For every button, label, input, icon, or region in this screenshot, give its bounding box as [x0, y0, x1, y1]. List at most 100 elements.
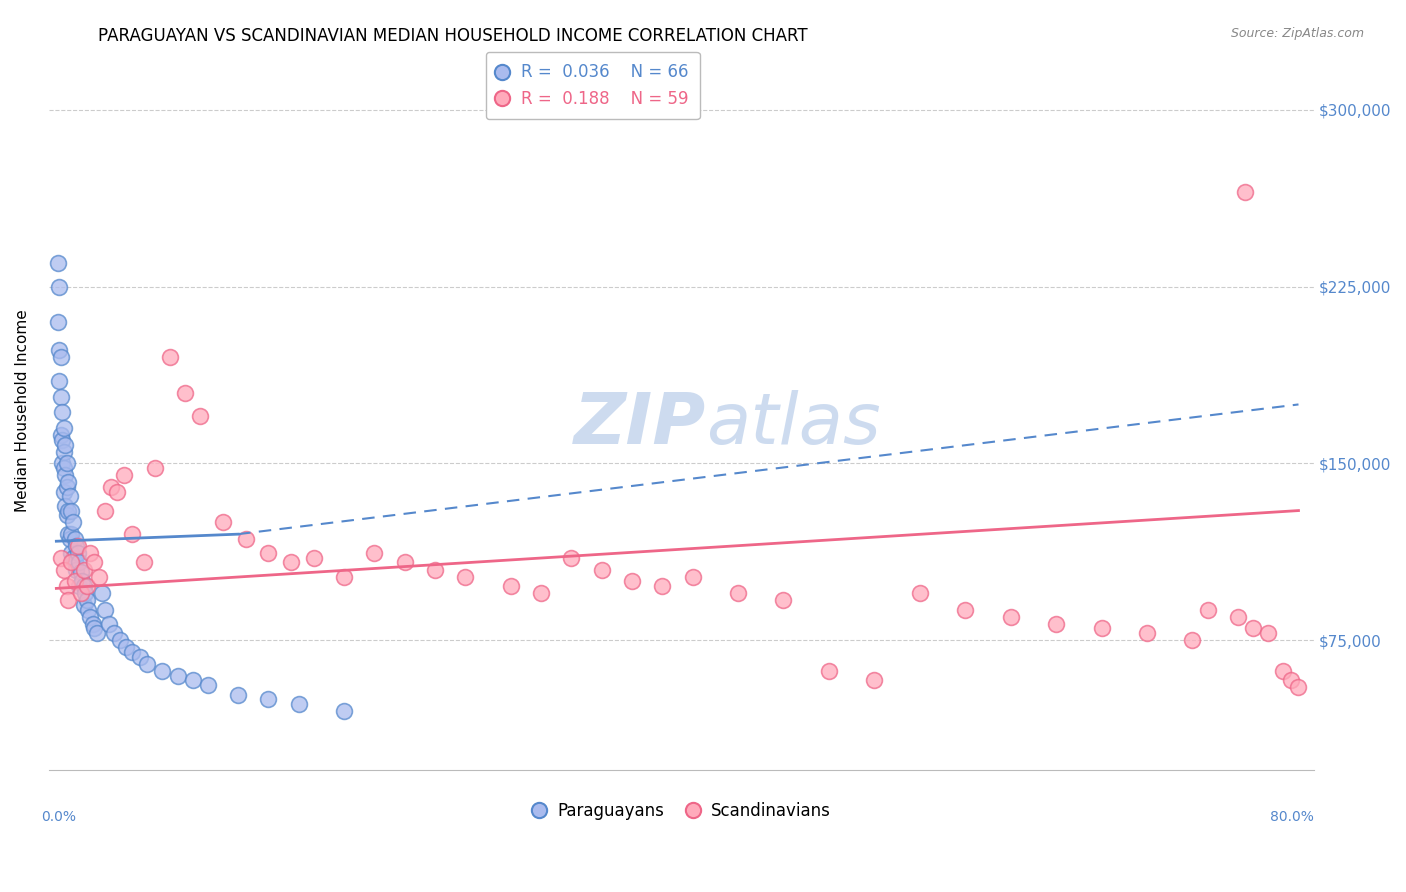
Point: [70, 574, 93, 589]
Point: [59, 532, 82, 546]
Point: [1045, 616, 1067, 631]
Point: [143, 461, 166, 475]
Point: [55, 468, 77, 483]
Point: [87, 569, 110, 583]
Point: [212, 516, 235, 530]
Text: atlas: atlas: [706, 390, 882, 459]
Point: [1197, 602, 1219, 616]
Point: [134, 556, 156, 570]
Point: [72, 598, 94, 612]
Point: [58, 593, 80, 607]
Point: [560, 550, 582, 565]
Point: [499, 579, 522, 593]
Point: [79, 609, 101, 624]
Point: [48, 374, 70, 388]
Point: [52, 444, 75, 458]
Point: [620, 574, 643, 589]
Point: [235, 532, 257, 546]
Point: [103, 626, 125, 640]
Point: [72, 579, 94, 593]
Point: [333, 704, 356, 718]
Point: [83, 556, 105, 570]
Point: [55, 437, 77, 451]
Legend: Paraguayans, Scandinavians: Paraguayans, Scandinavians: [524, 795, 838, 826]
Point: [1288, 681, 1310, 695]
Point: [257, 692, 280, 706]
Text: Source: ZipAtlas.com: Source: ZipAtlas.com: [1230, 27, 1364, 40]
Point: [60, 556, 83, 570]
Point: [121, 527, 143, 541]
Point: [86, 626, 108, 640]
Point: [108, 633, 131, 648]
Point: [591, 562, 613, 576]
Point: [530, 586, 553, 600]
Point: [62, 550, 84, 565]
Point: [818, 664, 841, 678]
Point: [1090, 622, 1112, 636]
Point: [908, 586, 931, 600]
Point: [174, 385, 197, 400]
Point: [1279, 673, 1302, 688]
Point: [52, 461, 75, 475]
Point: [136, 657, 159, 671]
Point: [454, 569, 477, 583]
Point: [79, 546, 101, 560]
Point: [115, 640, 138, 655]
Point: [1234, 185, 1257, 199]
Point: [51, 404, 73, 418]
Point: [94, 503, 117, 517]
Point: [46, 315, 69, 329]
Point: [188, 409, 211, 424]
Point: [257, 546, 280, 560]
Point: [76, 593, 98, 607]
Text: PARAGUAYAN VS SCANDINAVIAN MEDIAN HOUSEHOLD INCOME CORRELATION CHART: PARAGUAYAN VS SCANDINAVIAN MEDIAN HOUSEH…: [98, 27, 808, 45]
Point: [727, 586, 749, 600]
Point: [1257, 626, 1279, 640]
Point: [58, 527, 80, 541]
Point: [66, 546, 89, 560]
Point: [49, 351, 72, 365]
Point: [166, 668, 188, 682]
Point: [77, 602, 100, 616]
Point: [58, 503, 80, 517]
Point: [51, 433, 73, 447]
Point: [52, 484, 75, 499]
Point: [69, 586, 91, 600]
Point: [423, 562, 446, 576]
Point: [98, 616, 121, 631]
Point: [51, 457, 73, 471]
Point: [56, 579, 79, 593]
Point: [49, 550, 72, 565]
Point: [100, 480, 122, 494]
Point: [1272, 664, 1295, 678]
Point: [52, 562, 75, 576]
Point: [76, 579, 98, 593]
Point: [60, 546, 83, 560]
Point: [48, 343, 70, 358]
Point: [67, 556, 90, 570]
Point: [128, 649, 150, 664]
Point: [955, 602, 977, 616]
Point: [63, 556, 86, 570]
Point: [181, 673, 204, 688]
Point: [66, 539, 89, 553]
Point: [94, 602, 117, 616]
Point: [59, 490, 82, 504]
Point: [197, 678, 219, 692]
Point: [55, 499, 77, 513]
Text: 0.0%: 0.0%: [41, 810, 76, 823]
Point: [60, 527, 83, 541]
Point: [83, 622, 105, 636]
Point: [56, 457, 79, 471]
Point: [63, 574, 86, 589]
Point: [651, 579, 673, 593]
Point: [46, 256, 69, 270]
Y-axis label: Median Household Income: Median Household Income: [15, 309, 30, 512]
Point: [1241, 622, 1264, 636]
Point: [72, 562, 94, 576]
Point: [49, 390, 72, 404]
Point: [65, 539, 87, 553]
Point: [150, 664, 173, 678]
Point: [58, 475, 80, 490]
Point: [394, 556, 416, 570]
